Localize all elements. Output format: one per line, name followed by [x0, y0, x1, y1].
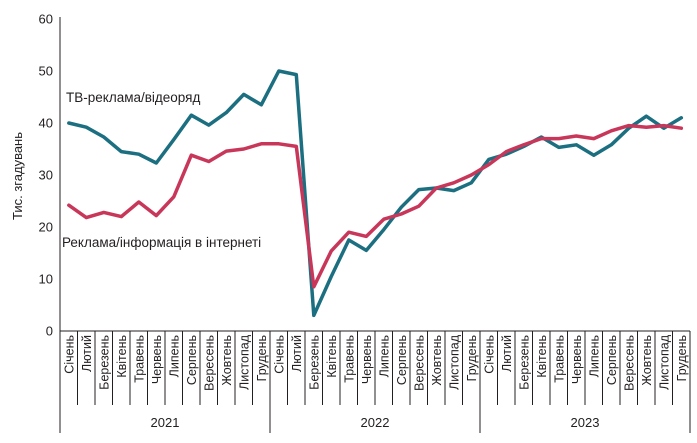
x-tick-label: Липень: [587, 335, 601, 377]
x-tick-label: Серпень: [395, 335, 409, 385]
x-tick-label: Серпень: [605, 335, 619, 385]
x-tick-label: Квітень: [535, 335, 549, 378]
x-tick-label: Вересень: [412, 335, 426, 391]
y-tick-label: 60: [39, 12, 53, 27]
x-tick-label: Грудень: [675, 335, 689, 381]
x-tick-label: Вересень: [622, 335, 636, 391]
x-tick-label: Червень: [360, 335, 374, 384]
x-tick-label: Червень: [150, 335, 164, 384]
y-tick-label: 30: [39, 168, 53, 183]
year-label: 2023: [571, 415, 600, 430]
x-tick-label: Травень: [132, 335, 146, 383]
x-tick-label: Листопад: [237, 334, 251, 390]
x-tick-label: Листопад: [447, 334, 461, 390]
x-tick-label: Липень: [377, 335, 391, 377]
series-line-internet: [67, 123, 684, 289]
y-tick-label: 40: [39, 116, 53, 131]
x-tick-label: Березень: [307, 335, 321, 390]
x-tick-label: Листопад: [657, 334, 671, 390]
x-tick-label: Серпень: [185, 335, 199, 385]
x-tick-label: Жовтень: [430, 335, 444, 386]
x-tick-label: Березень: [97, 335, 111, 390]
series-label-internet: Реклама/інформація в інтернеті: [62, 235, 261, 250]
series-layer: [67, 69, 684, 318]
y-tick-label: 10: [39, 272, 53, 287]
x-tick-label: Лютий: [290, 335, 304, 372]
x-tick-label: Грудень: [255, 335, 269, 381]
x-tick-label: Липень: [167, 335, 181, 377]
x-tick-label: Квітень: [325, 335, 339, 378]
x-tick-label: Червень: [570, 335, 584, 384]
x-tick-label: Жовтень: [220, 335, 234, 386]
x-tick-label: Березень: [517, 335, 531, 390]
x-tick-label: Січень: [62, 335, 76, 374]
y-tick-label: 20: [39, 220, 53, 235]
x-tick-label: Жовтень: [640, 335, 654, 386]
year-label: 2022: [361, 415, 390, 430]
y-tick-label: 0: [46, 324, 53, 339]
series-line-tv: [67, 69, 684, 318]
series-label-tv: ТВ-реклама/відеоряд: [66, 90, 200, 105]
x-tick-label: Травень: [552, 335, 566, 383]
y-tick-label: 50: [39, 64, 53, 79]
x-tick-label: Квітень: [115, 335, 129, 378]
x-tick-label: Січень: [272, 335, 286, 374]
x-tick-label: Травень: [342, 335, 356, 383]
x-tick-label: Грудень: [465, 335, 479, 381]
x-tick-label: Лютий: [80, 335, 94, 372]
year-label: 2021: [151, 415, 180, 430]
y-axis-label: Тис. згадувань: [10, 132, 25, 220]
x-tick-label: Лютий: [500, 335, 514, 372]
x-tick-label: Вересень: [202, 335, 216, 391]
x-tick-label: Січень: [482, 335, 496, 374]
